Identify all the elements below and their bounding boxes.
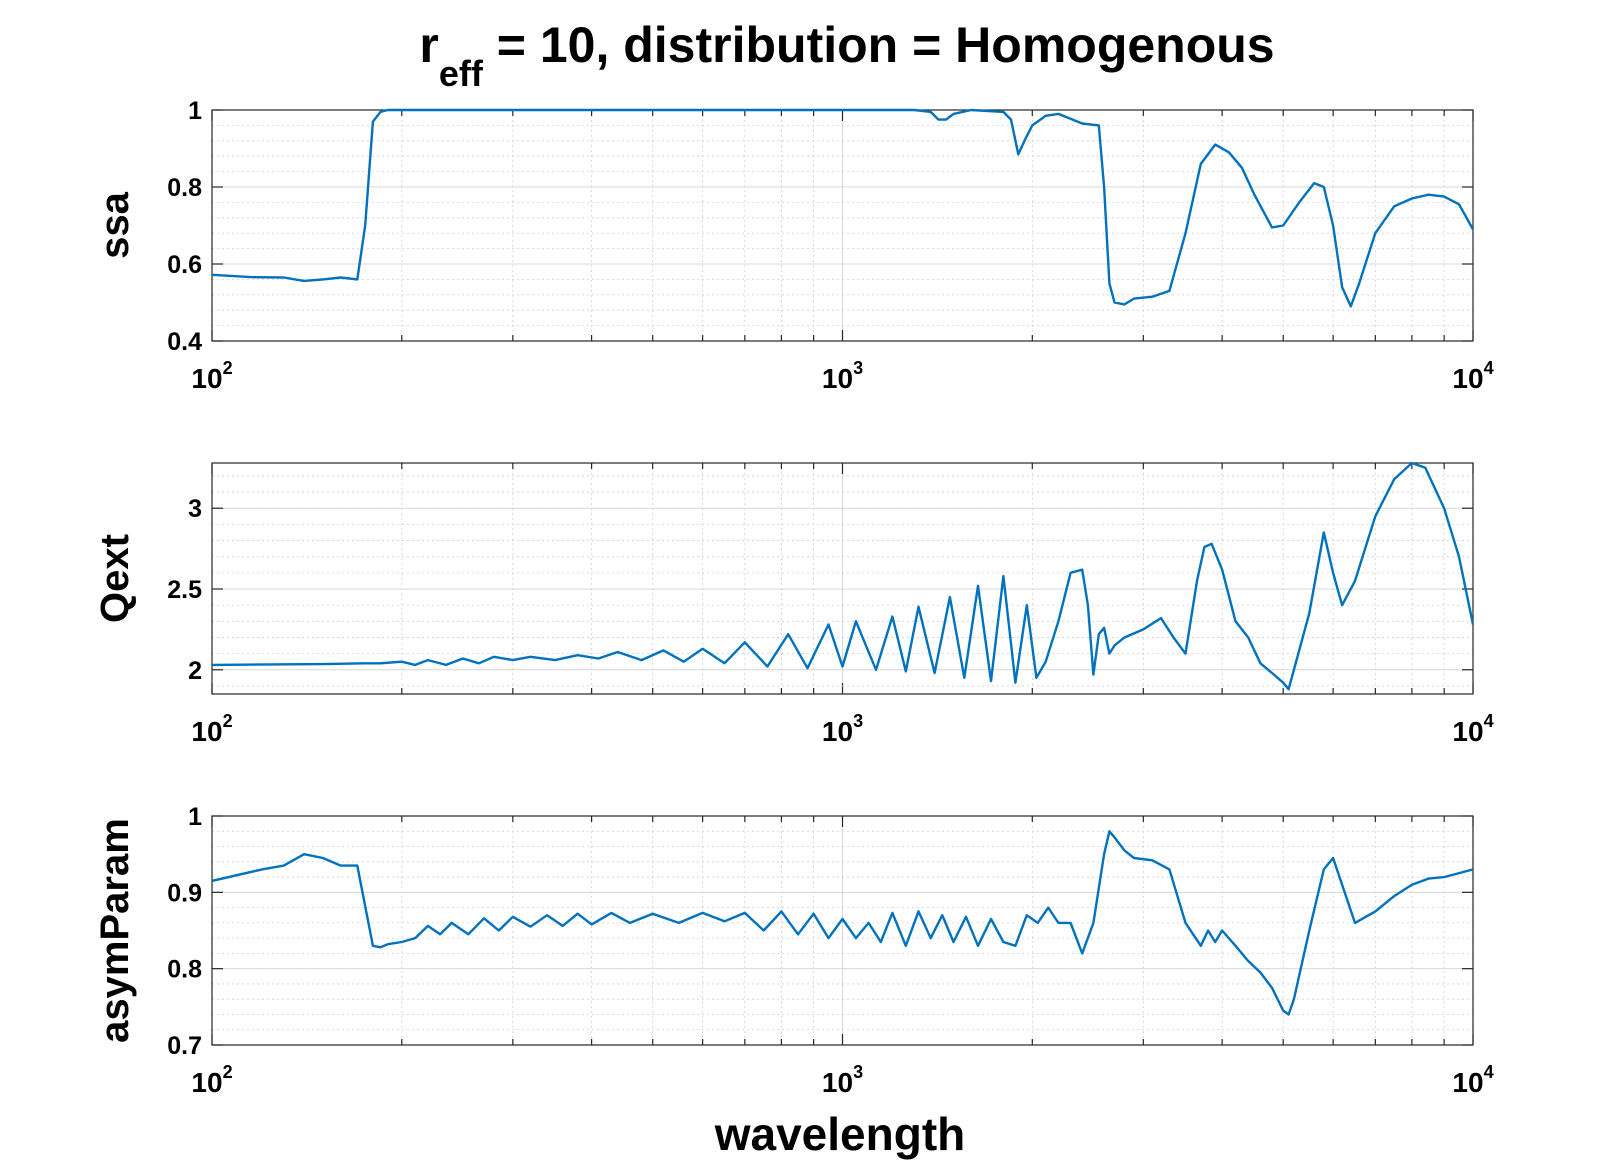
x-tick-base: 10 [191, 1067, 222, 1098]
y-axis-label-Qext: Qext [93, 534, 137, 623]
chart-title-rest: = 10, distribution = Homogenous [483, 17, 1275, 73]
chart-title: reff = 10, distribution = Homogenous [419, 17, 1274, 94]
x-tick-label: 102 [191, 1062, 232, 1098]
chart-title-r: r [419, 17, 438, 73]
chart-title-subscript: eff [439, 53, 484, 94]
x-tick-base: 10 [822, 363, 853, 394]
y-tick-label: 0.7 [167, 1032, 202, 1060]
y-tick-label: 0.8 [167, 956, 202, 984]
x-tick-exponent: 4 [1484, 358, 1494, 378]
x-tick-exponent: 4 [1484, 1062, 1494, 1082]
x-tick-base: 10 [191, 363, 222, 394]
axes-frame [211, 462, 1474, 695]
y-tick-label: 2 [188, 657, 202, 685]
x-tick-exponent: 3 [853, 711, 863, 731]
x-tick-base: 10 [1452, 363, 1483, 394]
y-tick-label: 0.9 [167, 879, 202, 907]
y-tick-label: 3 [188, 495, 202, 523]
x-tick-exponent: 2 [223, 711, 233, 731]
x-tick-base: 10 [1452, 1067, 1483, 1098]
x-tick-exponent: 2 [223, 1062, 233, 1082]
series-line-ssa [212, 108, 1473, 308]
x-tick-label: 102 [191, 711, 232, 747]
x-tick-exponent: 4 [1484, 711, 1494, 731]
x-tick-base: 10 [822, 716, 853, 747]
y-tick-label: 0.8 [167, 174, 202, 202]
y-tick-label: 2.5 [167, 576, 202, 604]
y-axis-label-ssa: ssa [93, 191, 137, 258]
y-axis-label-asymParam: asymParam [93, 818, 137, 1043]
x-tick-label: 103 [822, 358, 863, 394]
series-line-asymParam [212, 830, 1473, 1016]
x-tick-label: 104 [1452, 1062, 1493, 1098]
y-tick-label: 1 [188, 97, 202, 125]
x-tick-base: 10 [1452, 716, 1483, 747]
y-tick-label: 1 [188, 803, 202, 831]
x-tick-label: 102 [191, 358, 232, 394]
x-tick-exponent: 3 [853, 1062, 863, 1082]
x-tick-label: 103 [822, 711, 863, 747]
x-axis-label: wavelength [714, 1108, 966, 1160]
x-tick-label: 104 [1452, 711, 1493, 747]
x-tick-base: 10 [191, 716, 222, 747]
x-tick-label: 104 [1452, 358, 1493, 394]
y-tick-label: 0.4 [167, 328, 202, 356]
x-tick-label: 103 [822, 1062, 863, 1098]
x-tick-exponent: 3 [853, 358, 863, 378]
x-tick-exponent: 2 [223, 358, 233, 378]
axes-frame [211, 815, 1474, 1046]
series-line-Qext [212, 461, 1473, 691]
x-tick-base: 10 [822, 1067, 853, 1098]
y-tick-label: 0.6 [167, 251, 202, 279]
